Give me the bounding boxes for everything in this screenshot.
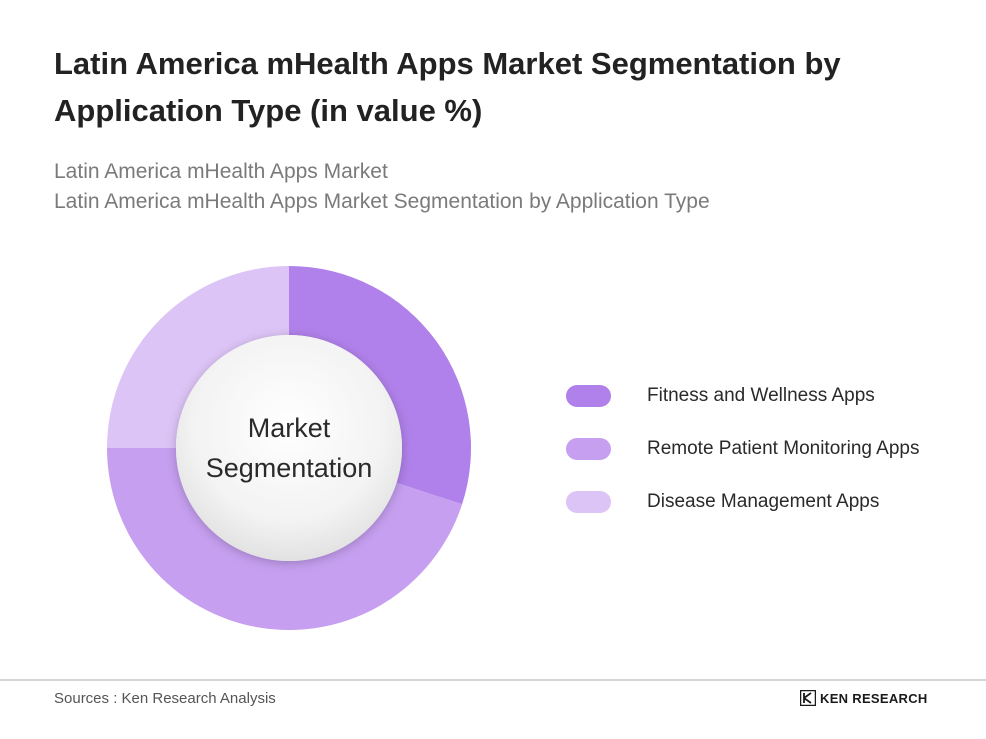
donut-slice-remote-monitoring <box>107 448 463 630</box>
ken-research-logo: KEN RESEARCH <box>800 690 928 706</box>
subtitle-line-2: Latin America mHealth Apps Market Segmen… <box>54 190 710 213</box>
legend-label-disease-management: Disease Management Apps <box>647 490 880 512</box>
ken-research-logo-text: KEN RESEARCH <box>820 690 928 706</box>
donut-chart <box>107 266 471 630</box>
legend-swatch-remote-monitoring <box>566 437 611 460</box>
center-label-line-1: Market <box>247 413 331 443</box>
footer-divider <box>0 679 986 681</box>
legend-swatch-fitness-wellness <box>566 384 611 407</box>
chart-subtitle: Latin America mHealth Apps Market Latin … <box>54 157 934 217</box>
donut-center-label: Market Segmentation <box>189 408 389 488</box>
chart-title: Latin America mHealth Apps Market Segmen… <box>54 46 841 128</box>
source-note: Sources : Ken Research Analysis <box>54 690 276 707</box>
donut-center-circle <box>176 335 402 561</box>
chart-legend: Fitness and Wellness Apps Remote Patient… <box>566 369 920 528</box>
legend-item-fitness-wellness: Fitness and Wellness Apps <box>566 369 920 422</box>
donut-slice-fitness-wellness <box>289 266 471 505</box>
legend-item-remote-monitoring: Remote Patient Monitoring Apps <box>566 422 920 475</box>
donut-slice-disease-management <box>107 266 289 448</box>
legend-label-remote-monitoring: Remote Patient Monitoring Apps <box>647 437 920 459</box>
legend-label-fitness-wellness: Fitness and Wellness Apps <box>647 384 875 406</box>
ken-research-logo-icon <box>800 690 816 706</box>
legend-swatch-disease-management <box>566 490 611 513</box>
center-label-line-2: Segmentation <box>205 453 373 483</box>
subtitle-line-1: Latin America mHealth Apps Market <box>54 160 388 183</box>
legend-item-disease-management: Disease Management Apps <box>566 475 920 528</box>
